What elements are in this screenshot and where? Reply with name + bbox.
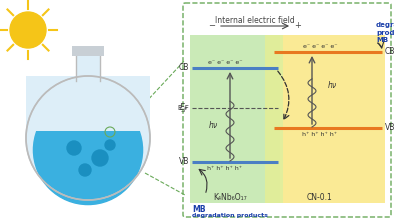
Text: e⁻ e⁻ e⁻ e⁻: e⁻ e⁻ e⁻ e⁻: [303, 44, 337, 48]
FancyBboxPatch shape: [265, 35, 385, 203]
Circle shape: [105, 140, 115, 150]
Text: +: +: [295, 22, 301, 31]
Text: K₄Nb₆O₁₇: K₄Nb₆O₁₇: [213, 194, 247, 202]
Circle shape: [67, 141, 81, 155]
FancyBboxPatch shape: [190, 35, 280, 203]
Circle shape: [26, 76, 150, 200]
Text: $E_F$: $E_F$: [179, 102, 189, 114]
Text: CN-0.1: CN-0.1: [307, 194, 333, 202]
FancyBboxPatch shape: [72, 46, 104, 56]
Text: VB: VB: [385, 123, 394, 132]
Text: degradation
products
MB: degradation products MB: [376, 22, 394, 43]
Text: −: −: [208, 22, 216, 31]
FancyBboxPatch shape: [76, 56, 100, 81]
Text: h⁺ h⁺ h⁺ h⁺: h⁺ h⁺ h⁺ h⁺: [303, 132, 338, 138]
Circle shape: [79, 164, 91, 176]
Text: e⁻ e⁻ e⁻ e⁻: e⁻ e⁻ e⁻ e⁻: [208, 59, 242, 64]
Text: hν: hν: [208, 121, 217, 130]
Circle shape: [92, 150, 108, 166]
Text: CB: CB: [178, 64, 189, 73]
Text: degradation products: degradation products: [192, 213, 268, 218]
Circle shape: [10, 12, 46, 48]
Text: h⁺ h⁺ h⁺ h⁺: h⁺ h⁺ h⁺ h⁺: [208, 167, 242, 172]
Text: Internal electric field: Internal electric field: [215, 16, 295, 25]
Text: CB: CB: [385, 48, 394, 57]
Text: MB: MB: [192, 205, 206, 214]
Text: VB: VB: [178, 158, 189, 167]
Text: E_F: E_F: [177, 105, 189, 111]
Text: hν: hν: [327, 81, 336, 90]
FancyBboxPatch shape: [26, 76, 150, 130]
Circle shape: [33, 95, 143, 205]
FancyBboxPatch shape: [265, 35, 283, 203]
